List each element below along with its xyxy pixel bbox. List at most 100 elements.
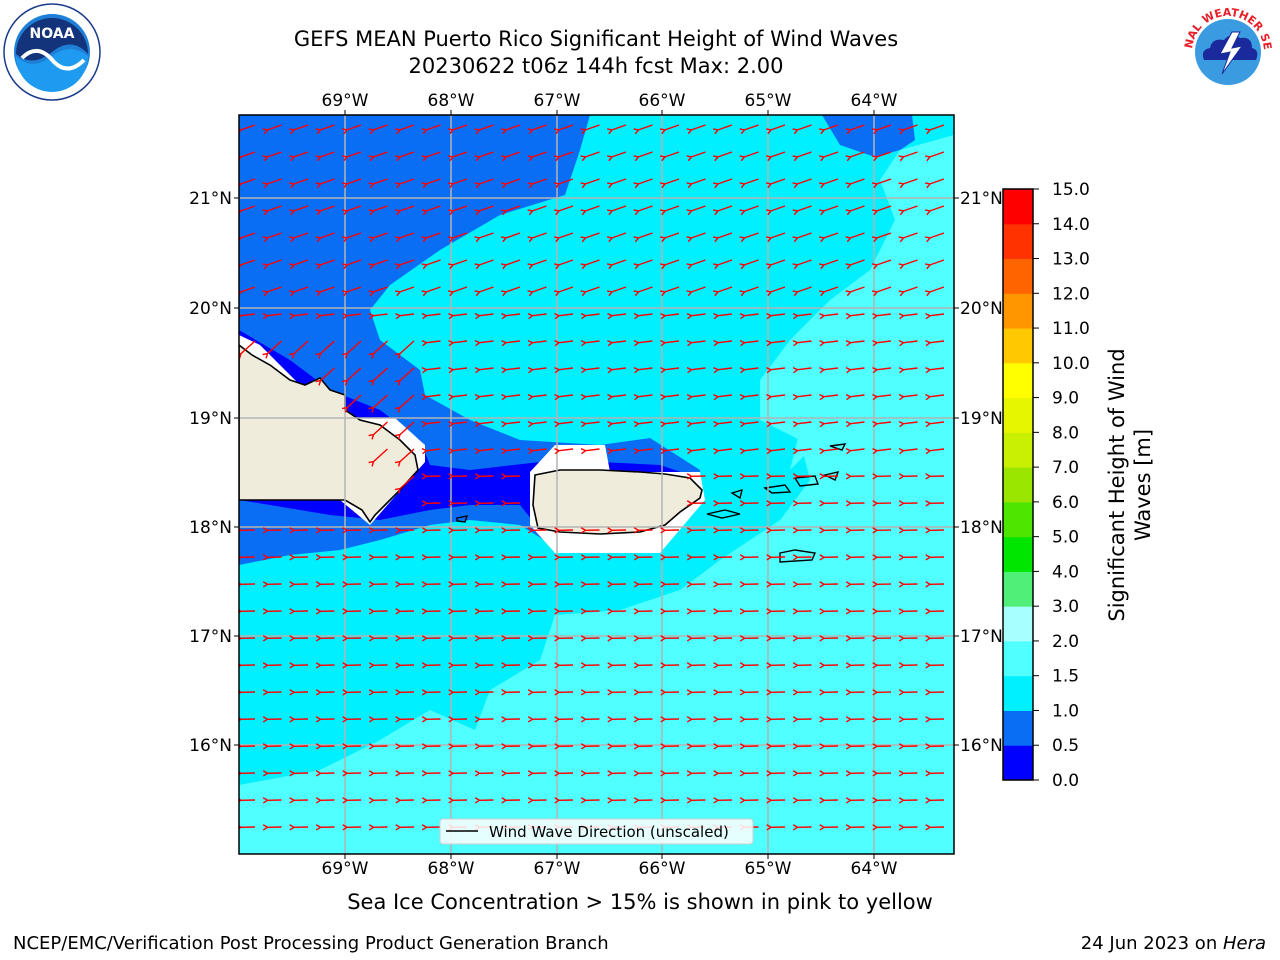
wave-direction-arrow: [792, 662, 812, 669]
wave-direction-arrow: [288, 205, 309, 216]
wave-direction-arrow: [315, 716, 335, 723]
wave-direction-arrow: [686, 473, 706, 480]
wave-direction-arrow: [845, 286, 865, 297]
wave-direction-arrow: [554, 312, 574, 320]
wave-direction-arrow: [474, 447, 494, 455]
wave-direction-arrow: [872, 366, 892, 374]
wave-direction-arrow: [289, 689, 309, 696]
wave-direction-arrow: [660, 527, 680, 534]
wave-direction-arrow: [421, 581, 441, 588]
wave-direction-arrow: [501, 689, 521, 696]
wave-direction-arrow: [448, 608, 468, 615]
wave-direction-arrow: [448, 797, 468, 804]
wave-direction-arrow: [500, 259, 521, 270]
wave-direction-arrow: [819, 716, 839, 723]
wave-direction-arrow: [712, 286, 733, 297]
wave-direction-arrow: [527, 259, 547, 270]
wave-direction-arrow: [898, 420, 918, 428]
wave-direction-arrow: [239, 663, 256, 668]
wave-direction-arrow: [792, 339, 812, 347]
wave-direction-arrow: [819, 473, 839, 480]
wave-direction-arrow: [872, 662, 892, 669]
wave-direction-arrow: [239, 582, 256, 587]
wave-direction-arrow: [845, 797, 865, 804]
wave-direction-arrow: [925, 743, 945, 750]
wave-direction-arrow: [660, 393, 680, 401]
wave-direction-arrow: [872, 420, 892, 428]
wave-direction-arrow: [262, 689, 282, 696]
wave-direction-arrow: [527, 635, 547, 642]
wave-direction-arrow: [394, 205, 415, 216]
wave-direction-arrow: [686, 420, 706, 428]
wave-direction-arrow: [712, 205, 733, 216]
lat-label-right: 16°N: [960, 736, 1003, 756]
wave-direction-arrow: [686, 312, 706, 320]
legend-label: Wind Wave Direction (unscaled): [489, 823, 729, 841]
lat-label-left: 21°N: [189, 189, 232, 209]
wave-direction-arrow: [819, 608, 839, 615]
wave-direction-arrow: [898, 662, 918, 669]
wave-direction-arrow: [262, 178, 282, 189]
wave-direction-arrow: [368, 367, 388, 386]
wave-direction-arrow: [872, 689, 892, 696]
wave-direction-arrow: [925, 500, 945, 507]
colorbar-swatch: [1003, 501, 1033, 538]
wave-direction-arrow: [660, 716, 680, 723]
wave-direction-arrow: [925, 312, 945, 320]
wave-direction-arrow: [686, 232, 706, 243]
wave-direction-arrow: [633, 286, 653, 297]
wave-direction-arrow: [819, 500, 839, 507]
wave-direction-arrow: [580, 124, 600, 135]
chart-title: GEFS MEAN Puerto Rico Significant Height…: [293, 27, 899, 51]
wave-direction-arrow: [447, 151, 468, 162]
wave-direction-arrow: [554, 635, 574, 642]
wave-direction-arrow: [607, 635, 627, 642]
wave-direction-arrow: [686, 581, 706, 588]
wave-direction-arrow: [342, 608, 362, 615]
wave-direction-arrow: [448, 527, 468, 534]
wave-direction-arrow: [792, 312, 812, 320]
wave-direction-arrow: [342, 716, 362, 723]
wave-direction-arrow: [766, 824, 786, 831]
colorbar-label-line1: Significant Height of Wind: [1105, 348, 1129, 621]
wave-direction-arrow: [633, 689, 653, 696]
wave-direction-arrow: [606, 286, 627, 297]
wave-direction-arrow: [341, 205, 362, 216]
colorbar-tick-label: 0.5: [1052, 736, 1079, 756]
wave-direction-arrow: [925, 393, 945, 401]
colorbar-tick-label: 12.0: [1052, 284, 1090, 304]
lat-label-right: 18°N: [960, 518, 1003, 538]
wave-direction-arrow: [739, 662, 759, 669]
wave-direction-arrow: [925, 339, 945, 347]
wave-direction-arrow: [580, 393, 600, 401]
wave-direction-arrow: [289, 716, 309, 723]
wave-direction-arrow: [898, 205, 918, 216]
wave-direction-arrow: [239, 609, 256, 614]
wave-direction-arrow: [845, 339, 865, 347]
wave-direction-arrow: [792, 824, 812, 831]
colorbar-swatch: [1003, 189, 1033, 225]
wave-direction-arrow: [527, 797, 547, 804]
wave-direction-arrow: [739, 286, 759, 297]
wave-direction-arrow: [633, 554, 653, 561]
wave-direction-arrow: [447, 124, 468, 135]
wave-direction-arrow: [527, 420, 547, 428]
lon-label-bottom: 65°W: [745, 859, 792, 879]
island-mona: [456, 515, 469, 523]
colorbar-tick-label: 10.0: [1052, 354, 1090, 374]
wave-direction-arrow: [712, 124, 733, 135]
wave-direction-arrow: [739, 312, 759, 320]
machine-name: Hera: [1222, 933, 1266, 954]
wave-direction-arrow: [500, 124, 521, 135]
wave-direction-arrow: [554, 366, 574, 374]
wave-direction-arrow: [686, 286, 706, 297]
wave-direction-arrow: [819, 581, 839, 588]
colorbar-tick-label: 9.0: [1052, 389, 1079, 409]
wave-direction-arrow: [448, 662, 468, 669]
wave-direction-arrow: [607, 581, 627, 588]
wave-direction-arrow: [739, 205, 759, 216]
wave-direction-arrow: [660, 770, 680, 777]
wave-direction-arrow: [792, 473, 812, 480]
wave-direction-arrow: [739, 393, 759, 401]
wave-direction-arrow: [421, 473, 441, 480]
